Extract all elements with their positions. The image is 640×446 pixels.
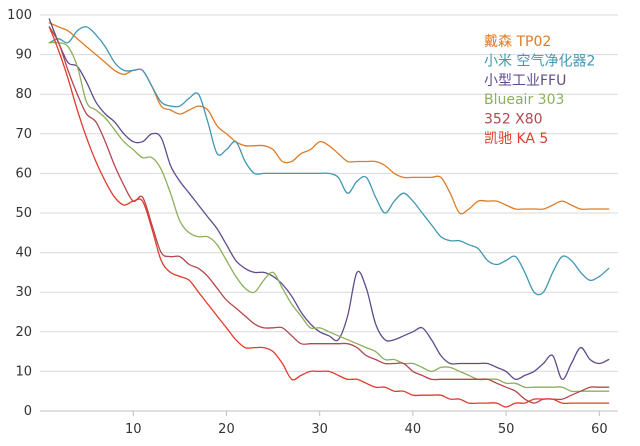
legend-entry-5: 352 X80 [484, 112, 543, 128]
x-tick-label: 60 [591, 422, 608, 437]
legend-entry-1: 戴森 TP02 [484, 34, 551, 50]
y-tick-label: 30 [15, 285, 32, 300]
y-tick-label: 90 [15, 48, 32, 63]
legend: 戴森 TP02 小米 空气净化器2 小型工业FFU Blueair 303 352 X8… [484, 34, 595, 147]
y-tick-label: 0 [24, 404, 32, 419]
series-line-3 [48, 18, 610, 381]
series-line-2 [48, 26, 610, 296]
x-tick-label: 20 [218, 422, 235, 437]
axes: 0 10 20 30 40 50 60 70 80 90 100 10 20 30 40 50 60 [7, 8, 618, 437]
series-lines [48, 18, 610, 408]
series-line-4 [48, 41, 610, 393]
y-tick-label: 40 [15, 246, 32, 261]
x-tick-label: 30 [311, 422, 328, 437]
legend-entry-4: Blueair 303 [484, 92, 564, 108]
y-tick-label: 60 [15, 166, 32, 181]
y-tick-label: 70 [15, 127, 32, 142]
y-tick-label: 100 [7, 8, 32, 23]
x-tick-label: 50 [498, 422, 515, 437]
legend-entry-3: 小型工业FFU [484, 73, 566, 89]
x-tick-label: 40 [405, 422, 422, 437]
x-tick-label: 10 [125, 422, 142, 437]
legend-entry-2: 小米 空气净化器2 [484, 53, 595, 69]
y-tick-label: 50 [15, 206, 32, 221]
y-tick-label: 20 [15, 325, 32, 340]
y-tick-label: 10 [15, 364, 32, 379]
series-line-5 [48, 26, 610, 404]
y-tick-label: 80 [15, 87, 32, 102]
legend-entry-6: 凯驰 KA 5 [484, 131, 548, 147]
series-line-6 [48, 26, 610, 408]
